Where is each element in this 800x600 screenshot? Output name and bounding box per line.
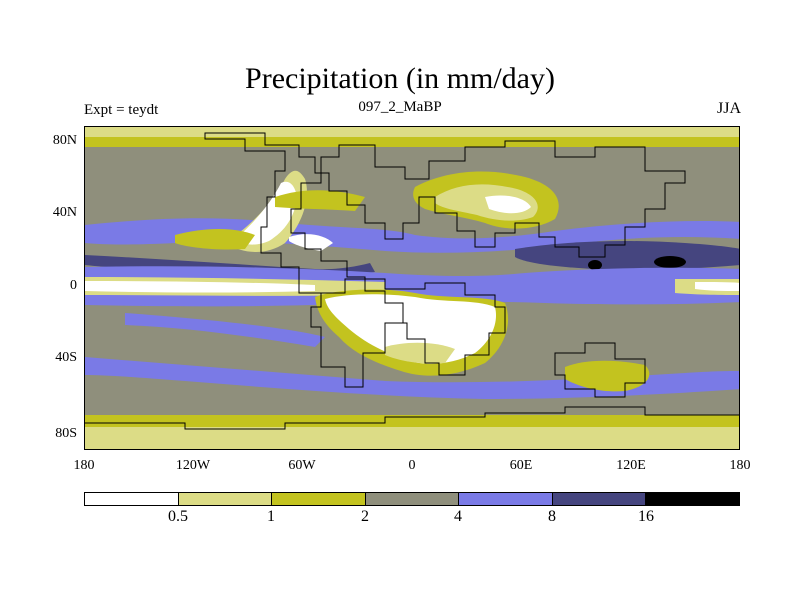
x-tick-120w: 120W (175, 458, 211, 473)
y-tick-80n: 80N (52, 133, 77, 148)
south-atlantic-light (385, 342, 455, 364)
y-tick-80s: 80S (55, 426, 77, 441)
coastline-africa (321, 278, 506, 376)
y-tick-0: 0 (70, 278, 77, 293)
itcz-blue (85, 266, 739, 307)
southern-blue-arc (125, 313, 325, 347)
australia-olive (565, 360, 650, 392)
x-tick-120e: 120E (616, 458, 646, 473)
monsoon-peak-east (654, 256, 686, 268)
season-label: JJA (716, 100, 741, 117)
x-tick-60w: 60W (288, 458, 316, 473)
monsoon-peak-west (588, 260, 602, 270)
na-east-white (289, 234, 333, 251)
map-canvas (85, 127, 739, 449)
colorbar-box-1 (85, 493, 179, 505)
itcz-white-east (695, 282, 739, 291)
experiment-label: Expt = teydt (84, 102, 159, 118)
period-label: 097_2_MaBP (358, 99, 442, 115)
x-tick-60e: 60E (509, 458, 533, 473)
colorbar-label-8: 8 (548, 508, 556, 525)
colorbar-box-2 (178, 493, 273, 505)
x-tick-0: 0 (408, 458, 416, 473)
colorbar-box-6 (552, 493, 647, 505)
coastline-antarctica (85, 406, 739, 430)
colorbar-label-4: 4 (454, 508, 462, 525)
africa-white (325, 294, 497, 364)
band-antarctic-olive (85, 415, 739, 427)
precipitation-map (84, 126, 740, 450)
y-tick-40s: 40S (55, 350, 77, 365)
band-arctic-olive (85, 137, 739, 147)
itcz-white-band (85, 281, 315, 293)
y-tick-40n: 40N (52, 205, 77, 220)
coastline-north (204, 132, 686, 388)
colorbar-box-3 (272, 493, 366, 505)
colorbar-label-2: 2 (361, 508, 369, 525)
colorbar-label-16: 16 (638, 508, 654, 525)
na-olive (175, 229, 255, 250)
eurasia-white (485, 195, 531, 214)
colorbar-box-4 (365, 493, 460, 505)
colorbar-label-0-5: 0.5 (168, 508, 188, 525)
colorbar-box-5 (459, 493, 553, 505)
x-tick-180-left: 180 (73, 458, 95, 473)
colorbar-label-1: 1 (267, 508, 275, 525)
x-tick-180-right: 180 (729, 458, 751, 473)
coastline-australia (554, 342, 646, 398)
band-arctic-light (85, 127, 739, 139)
map-title: Precipitation (in mm/day) (245, 62, 555, 95)
colorbar (84, 492, 740, 506)
colorbar-box-7 (646, 493, 740, 505)
atlantic-olive (275, 190, 365, 211)
